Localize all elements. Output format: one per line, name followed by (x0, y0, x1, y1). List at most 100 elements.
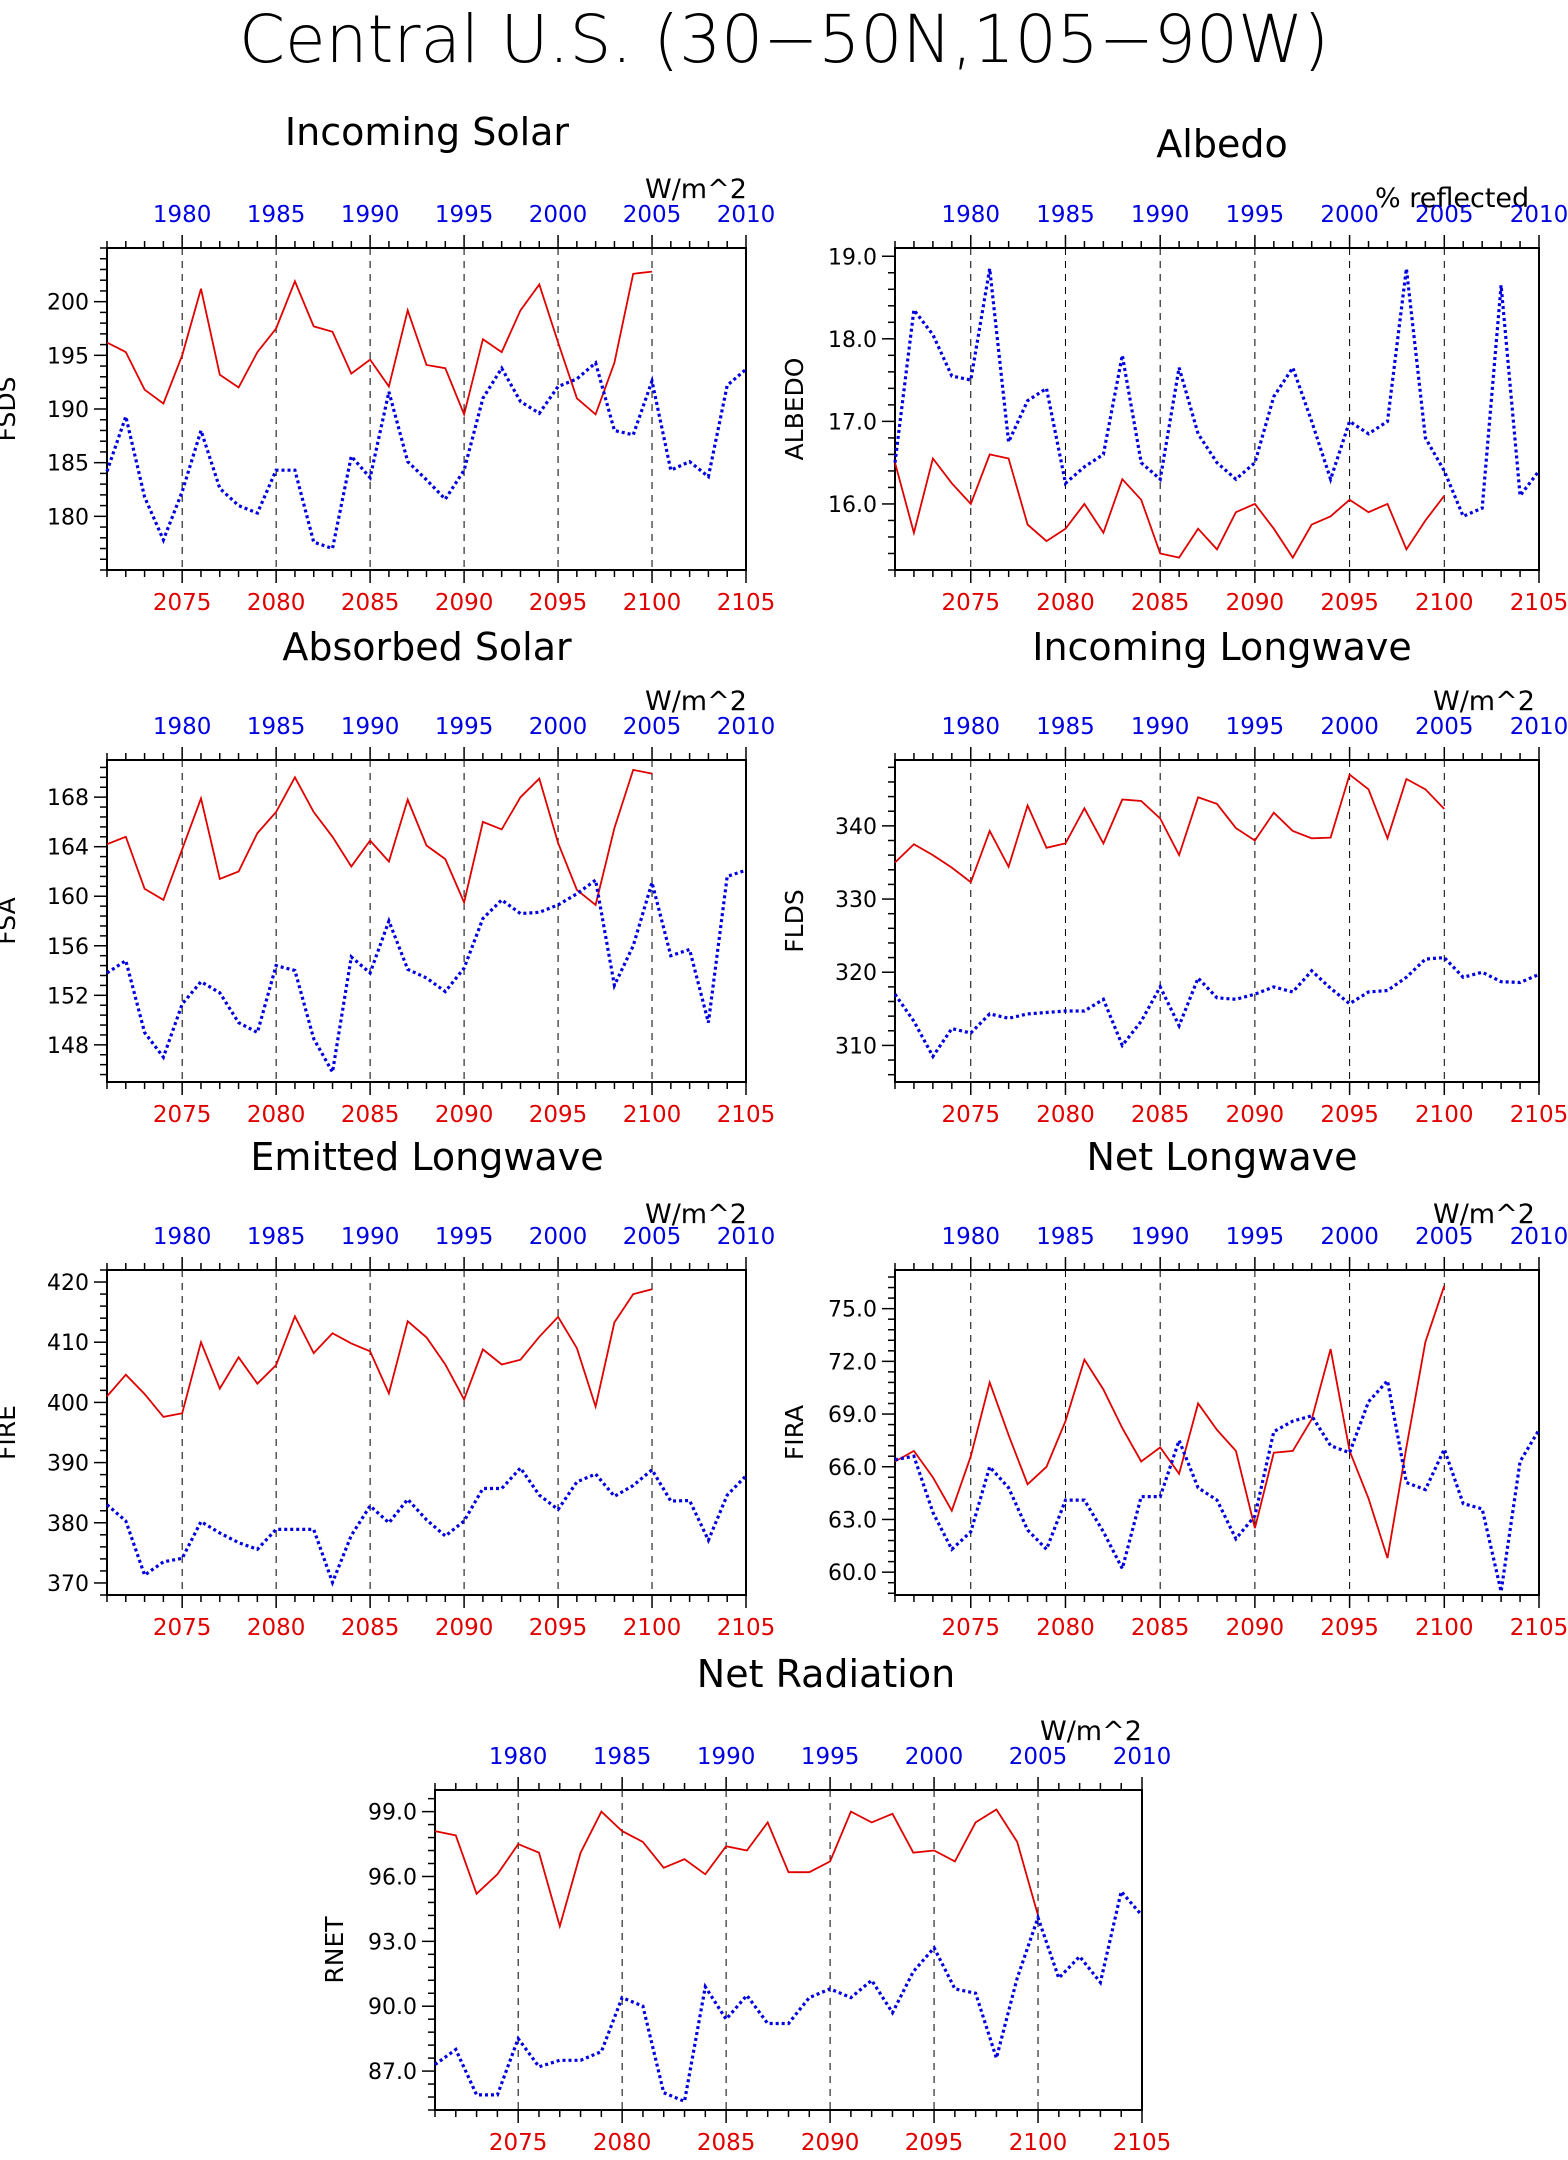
x-tick-label-bottom: 2095 (905, 2130, 964, 2156)
plot-frame (106, 1269, 747, 1596)
y-tick-label: 148 (47, 1034, 89, 1059)
x-tick-label-top: 1995 (1226, 1224, 1285, 1250)
y-tick-label: 93.0 (368, 1930, 417, 1955)
x-tick-label-bottom: 2090 (435, 1615, 494, 1641)
x-tick-label-bottom: 2105 (1510, 1102, 1568, 1128)
y-tick-label: 17.0 (828, 410, 877, 435)
panels-group: Incoming Solar W/m^2 2075 2080 2085 2090 2095 2… (0, 110, 1568, 2156)
plot-frame (434, 1789, 1143, 2111)
x-tick-label-top: 1980 (941, 202, 1000, 228)
x-tick-label-top: 2000 (1320, 202, 1379, 228)
y-tick-label: 420 (47, 1271, 89, 1296)
x-tick-label-bottom: 2095 (1320, 1102, 1379, 1128)
x-tick-label-bottom: 2085 (341, 590, 400, 616)
unit-label: W/m^2 (645, 1199, 747, 1230)
y-tick-label: 90.0 (368, 1995, 417, 2020)
y-axis-label: FSA (0, 897, 21, 944)
x-tick-label-bottom: 2105 (1510, 590, 1568, 616)
x-tick-label-top: 2010 (717, 714, 776, 740)
x-tick-label-bottom: 2085 (1131, 1102, 1190, 1128)
x-tick-label-bottom: 2105 (1113, 2130, 1172, 2156)
x-tick-label-bottom: 2075 (941, 1102, 1000, 1128)
x-tick-label-top: 2010 (1510, 714, 1568, 740)
x-tick-label-top: 2000 (1320, 714, 1379, 740)
x-tick-label-bottom: 2090 (801, 2130, 860, 2156)
y-tick-label: 69.0 (828, 1403, 877, 1428)
x-tick-label-top: 1990 (1131, 714, 1190, 740)
y-tick-label: 190 (47, 398, 89, 423)
unit-label: W/m^2 (1433, 686, 1535, 717)
panel-title: Incoming Longwave (1032, 625, 1411, 669)
x-tick-label-top: 1985 (247, 202, 306, 228)
y-tick-label: 99.0 (368, 1801, 417, 1826)
future-series-line (106, 270, 653, 418)
x-tick-label-top: 1990 (341, 714, 400, 740)
y-tick-label: 66.0 (828, 1456, 877, 1481)
x-tick-label-bottom: 2100 (623, 590, 682, 616)
x-tick-label-top: 2010 (1510, 1224, 1568, 1250)
x-tick-label-top: 1980 (941, 1224, 1000, 1250)
future-series-line (106, 1288, 653, 1418)
x-tick-label-bottom: 2095 (529, 1102, 588, 1128)
future-series-line (894, 773, 1445, 884)
y-tick-label: 16.0 (828, 493, 877, 518)
unit-label: W/m^2 (645, 686, 747, 717)
x-tick-label-top: 2005 (1415, 202, 1474, 228)
x-tick-label-bottom: 2090 (1226, 1615, 1285, 1641)
x-tick-label-top: 1985 (247, 1224, 306, 1250)
y-tick-label: 18.0 (828, 328, 877, 353)
y-tick-label: 72.0 (828, 1350, 877, 1375)
x-tick-label-bottom: 2075 (153, 590, 212, 616)
y-axis-label: ALBEDO (780, 358, 809, 461)
y-axis-label: FIRE (0, 1405, 21, 1460)
x-tick-label-bottom: 2095 (529, 1615, 588, 1641)
x-tick-label-top: 1990 (1131, 202, 1190, 228)
y-tick-label: 410 (47, 1331, 89, 1356)
y-tick-label: 156 (47, 935, 89, 960)
x-tick-label-top: 1980 (153, 202, 212, 228)
x-tick-label-bottom: 2105 (717, 1102, 776, 1128)
x-tick-label-bottom: 2090 (1226, 1102, 1285, 1128)
x-tick-label-bottom: 2095 (1320, 590, 1379, 616)
x-tick-label-top: 1980 (153, 714, 212, 740)
y-tick-label: 340 (835, 815, 877, 840)
x-tick-label-bottom: 2105 (1510, 1615, 1568, 1641)
y-tick-label: 75.0 (828, 1298, 877, 1323)
y-tick-label: 96.0 (368, 1865, 417, 1890)
y-tick-label: 160 (47, 885, 89, 910)
x-tick-label-top: 2005 (623, 714, 682, 740)
y-tick-label: 310 (835, 1034, 877, 1059)
x-tick-label-bottom: 2105 (717, 590, 776, 616)
x-tick-label-bottom: 2085 (1131, 1615, 1190, 1641)
x-tick-label-bottom: 2090 (435, 590, 494, 616)
x-tick-label-top: 1995 (435, 714, 494, 740)
x-tick-label-top: 2000 (529, 714, 588, 740)
unit-label: W/m^2 (1040, 1716, 1142, 1747)
y-tick-label: 195 (47, 344, 89, 369)
y-tick-label: 63.0 (828, 1508, 877, 1533)
x-tick-label-bottom: 2095 (529, 590, 588, 616)
x-tick-label-bottom: 2075 (153, 1102, 212, 1128)
panel-title: Net Longwave (1087, 1135, 1358, 1179)
y-tick-label: 330 (835, 888, 877, 913)
unit-label: W/m^2 (1433, 1199, 1535, 1230)
future-series-line (894, 453, 1446, 560)
y-tick-label: 400 (47, 1391, 89, 1416)
y-tick-label: 168 (47, 786, 89, 811)
panel-title: Albedo (1156, 122, 1287, 166)
panel-title: Net Radiation (697, 1652, 955, 1696)
x-tick-label-bottom: 2080 (1036, 590, 1095, 616)
x-tick-label-top: 1995 (435, 202, 494, 228)
y-tick-label: 60.0 (828, 1561, 877, 1586)
chart-panel-7: Net Radiation W/m^2 2075 2080 2085 2090 2095 21… (320, 1652, 1171, 2156)
x-tick-label-top: 2005 (623, 1224, 682, 1250)
panel-title: Incoming Solar (285, 110, 570, 154)
x-tick-label-top: 1990 (341, 1224, 400, 1250)
historical-series-line (894, 1377, 1541, 1592)
chart-panel-4: Incoming Longwave W/m^2 2075 2080 2085 2090 20… (780, 625, 1568, 1128)
x-tick-label-bottom: 2075 (489, 2130, 548, 2156)
future-series-line (434, 1808, 1039, 1930)
x-tick-label-top: 1990 (341, 202, 400, 228)
x-tick-label-bottom: 2080 (1036, 1102, 1095, 1128)
x-tick-label-top: 1995 (1226, 202, 1285, 228)
